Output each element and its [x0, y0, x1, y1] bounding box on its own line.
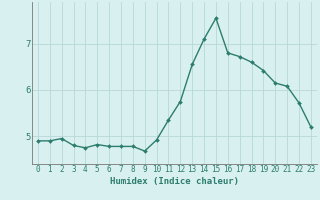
X-axis label: Humidex (Indice chaleur): Humidex (Indice chaleur) [110, 177, 239, 186]
